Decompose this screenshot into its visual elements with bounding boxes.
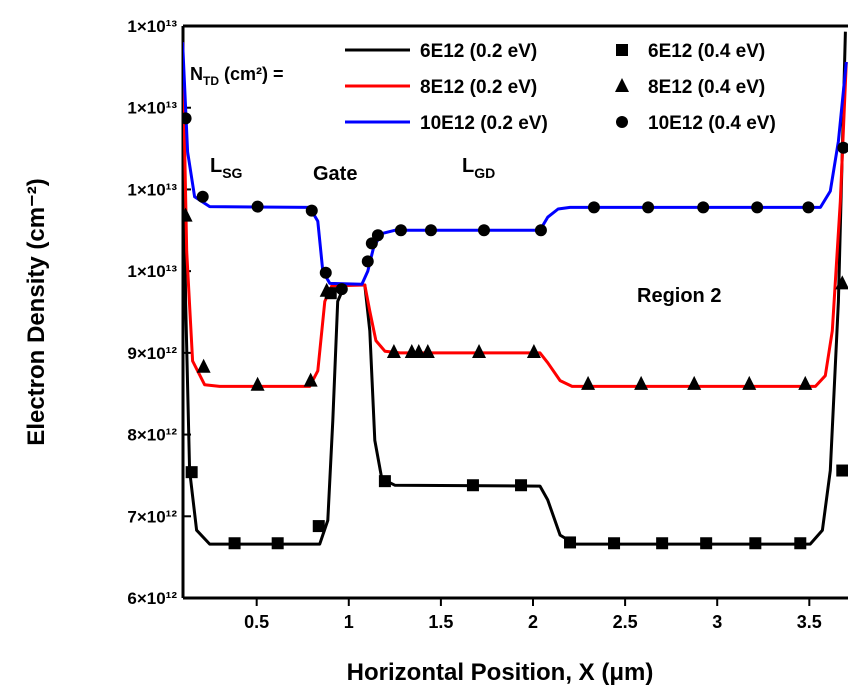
annotation-subscript: GD [474, 165, 495, 181]
annotation-text: L [462, 155, 474, 177]
legend-label: 8E12 (0.2 eV) [420, 77, 537, 98]
annotation: Gate [313, 163, 357, 185]
marker-square [312, 520, 325, 533]
x-tick-label: 1.5 [428, 612, 453, 632]
marker-triangle [183, 207, 193, 222]
annotation: Region 2 [637, 285, 721, 307]
y-tick-label: 1×10¹³ [127, 17, 177, 36]
marker-triangle [581, 375, 596, 390]
marker-triangle [742, 375, 757, 390]
marker-triangle [411, 344, 426, 359]
legend-title-text: N [190, 64, 203, 84]
y-axis-title: Electron Density (cm⁻²) [23, 178, 50, 445]
marker-circle [802, 201, 815, 214]
x-tick-label: 3.5 [797, 612, 822, 632]
marker-square [185, 466, 198, 479]
marker-circle [361, 255, 374, 268]
annotation-text: Region 2 [637, 285, 721, 307]
marker-circle [196, 190, 209, 203]
marker-square [656, 537, 669, 550]
marker-circle [697, 201, 710, 214]
marker-circle [371, 229, 384, 242]
marker-square [836, 464, 848, 477]
legend-label: 10E12 (0.2 eV) [420, 113, 548, 134]
marker-triangle [303, 372, 318, 387]
marker-square [700, 537, 713, 550]
y-tick-label: 9×10¹² [127, 344, 177, 363]
marker-circle [251, 200, 264, 213]
marker-circle [642, 201, 655, 214]
legend-marker [616, 116, 628, 128]
marker-triangle [835, 275, 848, 290]
annotation-text: L [210, 155, 222, 177]
marker-triangle [687, 375, 702, 390]
marker-triangle [250, 376, 265, 391]
legend-marker [616, 44, 628, 56]
x-tick-label: 3 [712, 612, 722, 632]
marker-circle [335, 283, 348, 296]
marker-circle [587, 201, 600, 214]
legend-title-subscript: TD [203, 74, 219, 88]
marker-triangle [472, 344, 487, 359]
annotation: LGD [462, 155, 495, 181]
legend-label: 6E12 (0.4 eV) [648, 41, 765, 62]
y-tick-label: 1×10¹³ [127, 262, 177, 281]
marker-circle [319, 266, 332, 279]
marker-circle [394, 224, 407, 237]
y-tick-label: 8×10¹² [127, 426, 177, 445]
x-axis-title: Horizontal Position, X (μm) [347, 659, 654, 686]
legend-label: 8E12 (0.4 eV) [648, 77, 765, 98]
legend-label: 6E12 (0.2 eV) [420, 41, 537, 62]
marker-square [271, 537, 284, 550]
marker-square [228, 537, 241, 550]
marker-triangle [420, 344, 435, 359]
marker-square [466, 479, 479, 492]
series-line [183, 31, 847, 546]
plot-area [183, 31, 848, 550]
marker-triangle [634, 375, 649, 390]
marker-circle [534, 224, 547, 237]
marker-triangle [386, 344, 401, 359]
y-tick-label: 6×10¹² [127, 589, 177, 608]
x-tick-label: 2.5 [613, 612, 638, 632]
annotation: LSG [210, 155, 243, 181]
marker-triangle [526, 344, 541, 359]
marker-circle [365, 237, 378, 250]
marker-square [749, 537, 762, 550]
x-tick-label: 2 [528, 612, 538, 632]
marker-triangle [319, 282, 334, 297]
marker-square [608, 537, 621, 550]
marker-square [515, 479, 528, 492]
y-tick-label: 1×10¹³ [127, 180, 177, 199]
marker-triangle [196, 358, 211, 373]
marker-circle [183, 112, 192, 125]
marker-triangle [798, 375, 813, 390]
annotation-subscript: SG [222, 165, 242, 181]
x-tick-label: 0.5 [244, 612, 269, 632]
legend-label: 10E12 (0.4 eV) [648, 113, 776, 134]
legend-marker [615, 78, 629, 92]
marker-circle [837, 141, 848, 154]
marker-square [378, 475, 391, 488]
marker-circle [424, 224, 437, 237]
marker-square [794, 537, 807, 550]
marker-circle [751, 201, 764, 214]
y-tick-label: 7×10¹² [127, 507, 177, 526]
marker-circle [305, 204, 318, 217]
annotation-text: Gate [313, 163, 357, 185]
marker-circle [478, 224, 490, 237]
legend-title: NTD (cm²) = [190, 64, 284, 88]
series-line [183, 42, 848, 388]
x-tick-label: 1 [344, 612, 354, 632]
y-tick-label: 1×10¹³ [127, 99, 177, 118]
legend-title-suffix: (cm²) = [219, 64, 284, 84]
marker-square [564, 536, 577, 549]
